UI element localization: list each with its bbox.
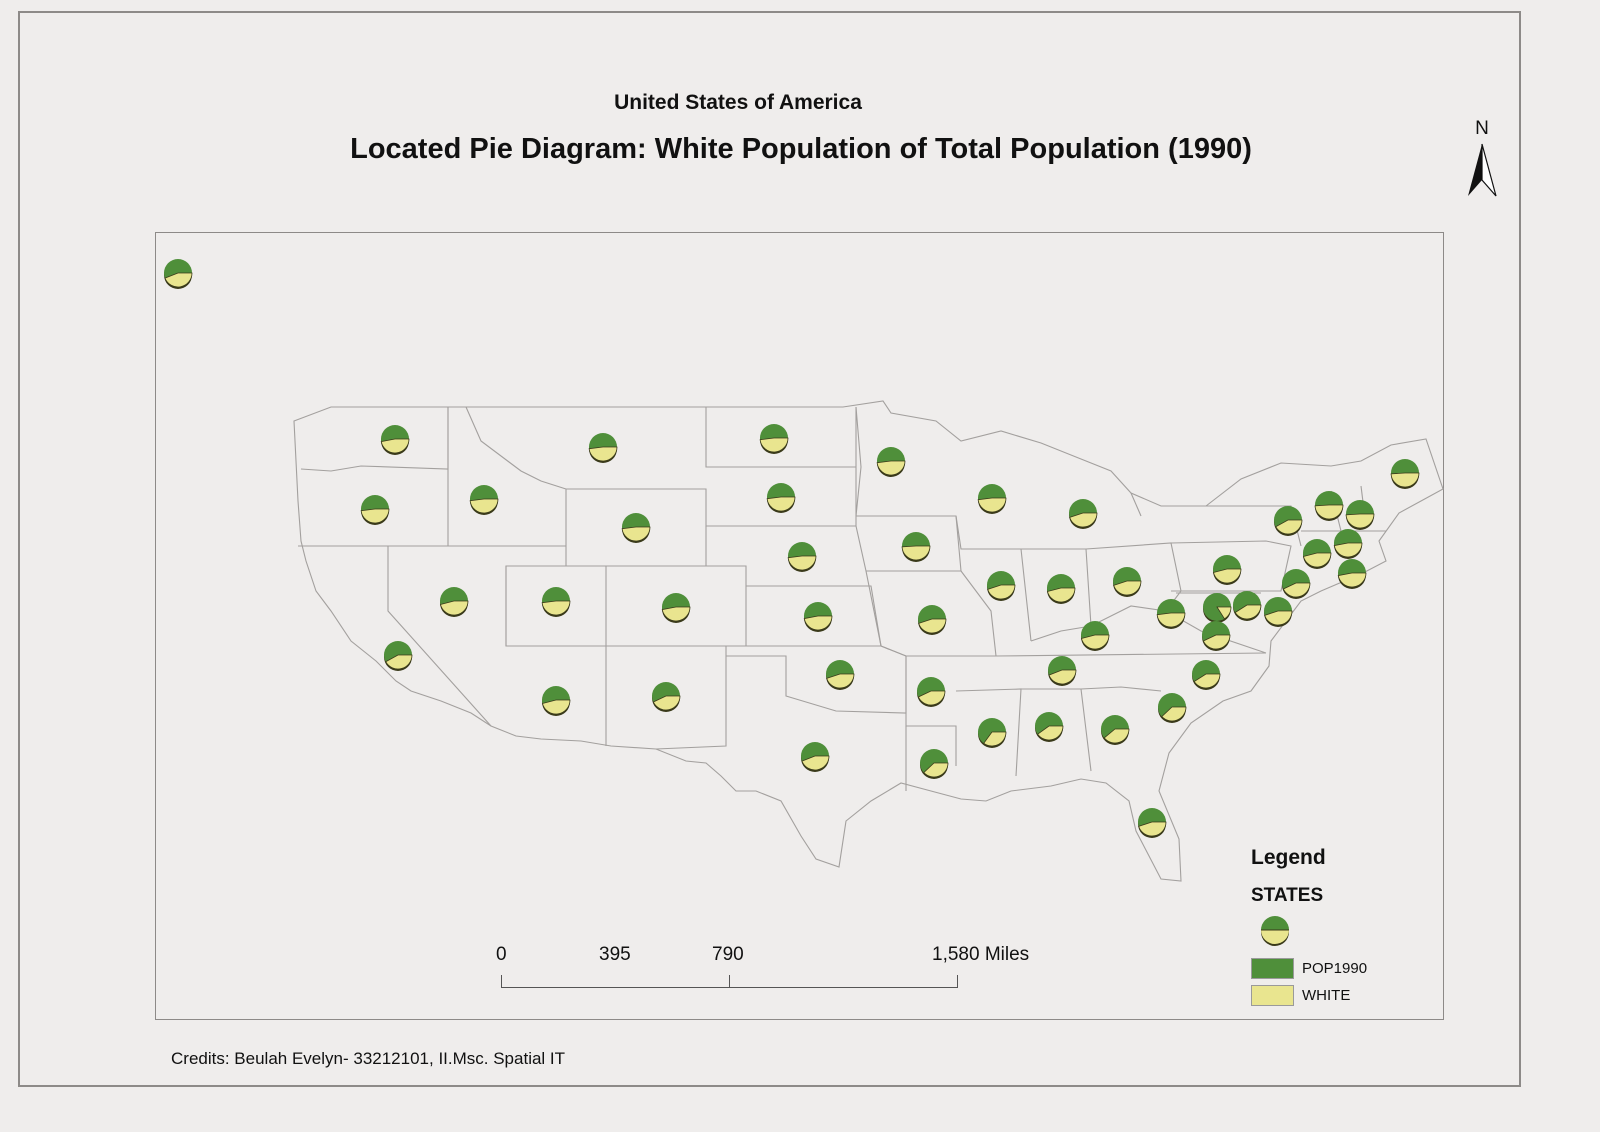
state-pie [469, 485, 499, 515]
state-pie [1202, 621, 1231, 651]
legend-item-pop1990: POP1990 [1251, 958, 1431, 979]
state-pie [380, 425, 410, 455]
map-frame [155, 232, 1444, 1020]
north-arrow-icon [1468, 143, 1497, 197]
state-pie [652, 682, 681, 712]
state-pie [978, 718, 1007, 748]
state-pie [1282, 569, 1311, 599]
state-pie [384, 641, 413, 671]
state-pie [621, 513, 651, 543]
state-boundaries [293, 400, 1444, 882]
state-pie [1035, 712, 1064, 742]
credits: Credits: Beulah Evelyn- 33212101, II.Msc… [171, 1049, 566, 1068]
state-pie [1345, 500, 1375, 530]
state-pie [1333, 529, 1363, 559]
scale-label-0: 0 [496, 944, 507, 965]
state-pie [1113, 567, 1142, 597]
state-pie [541, 686, 571, 716]
scale-label-790: 790 [712, 944, 744, 965]
pie-symbol-icon [1261, 916, 1289, 946]
map-title: Located Pie Diagram: White Population of… [350, 133, 1252, 165]
state-pie [661, 593, 691, 623]
legend-item-white: WHITE [1251, 985, 1431, 1006]
state-pie [541, 587, 571, 617]
state-pie [1274, 506, 1303, 536]
state-pie [588, 433, 618, 463]
state-pie [1069, 499, 1098, 529]
state-pie [876, 447, 906, 477]
state-pie [164, 259, 193, 289]
legend: Legend STATES POP1990 WHITE [1251, 846, 1431, 1006]
state-pie [1264, 597, 1293, 627]
layout-frame [18, 11, 1521, 1087]
state-pie [1192, 660, 1221, 690]
white-swatch [1251, 985, 1294, 1006]
state-pie [1046, 574, 1076, 604]
state-pie [917, 677, 946, 707]
state-pie [766, 483, 796, 513]
legend-layer-name: STATES [1251, 885, 1324, 906]
state-pie [801, 742, 830, 772]
state-pie [1337, 559, 1367, 589]
state-pie [1390, 459, 1420, 489]
legend-label-white: WHITE [1302, 987, 1351, 1004]
scale-label-1580: 1,580 Miles [932, 944, 1030, 965]
state-pie [826, 660, 855, 690]
state-pie [987, 571, 1016, 601]
state-pie [1080, 621, 1110, 651]
state-pie [1138, 808, 1167, 838]
us-map [164, 259, 1444, 882]
state-pie [759, 424, 789, 454]
scale-tick [729, 975, 730, 988]
state-pie [1048, 656, 1077, 686]
state-pie [1203, 593, 1232, 623]
scale-tick [501, 975, 502, 988]
scale-label-395: 395 [599, 944, 631, 965]
state-pie [1302, 539, 1332, 569]
state-pie [787, 542, 817, 572]
state-pie [439, 587, 469, 617]
state-pie [1158, 693, 1187, 723]
scale-bar: 0 395 790 1,580 Miles [490, 944, 1050, 992]
map-subtitle: United States of America [614, 91, 862, 114]
state-pie [1233, 591, 1262, 621]
state-pie [1156, 599, 1186, 629]
state-pies [164, 259, 1420, 838]
legend-pie-symbol [1259, 915, 1431, 952]
state-pie [901, 532, 931, 562]
state-pie [1212, 555, 1242, 585]
legend-title: Legend [1251, 846, 1326, 869]
pop1990-swatch [1251, 958, 1294, 979]
scale-tick [957, 975, 958, 988]
state-pie [1101, 715, 1130, 745]
state-pie [977, 484, 1007, 514]
state-pie [803, 602, 833, 632]
legend-label-pop1990: POP1990 [1302, 960, 1368, 977]
state-pie [1314, 491, 1344, 521]
state-pie [918, 605, 947, 635]
north-label: N [1475, 118, 1489, 139]
state-pie [360, 495, 390, 525]
north-arrow: N [1462, 118, 1502, 202]
state-pie [920, 749, 949, 779]
